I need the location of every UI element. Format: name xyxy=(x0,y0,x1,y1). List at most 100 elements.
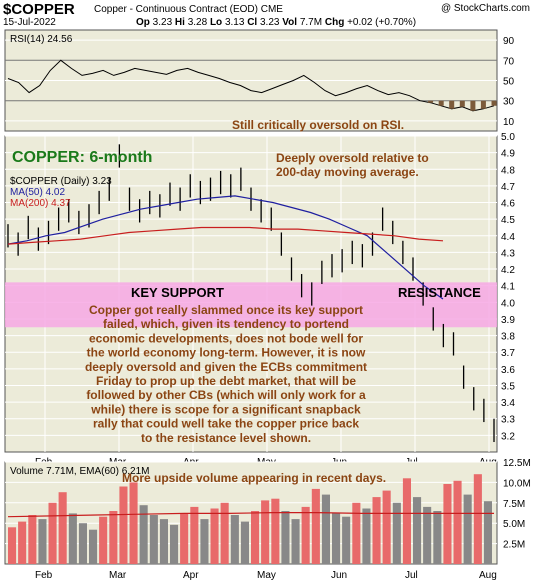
commentary-line: followed by other CBs (which will only w… xyxy=(86,388,366,402)
volume-bar xyxy=(139,505,148,564)
volume-bar xyxy=(109,511,118,564)
volume-bar xyxy=(382,490,391,564)
volume-bar xyxy=(18,521,27,564)
price-tick-label: 4.3 xyxy=(501,248,515,259)
volume-bar xyxy=(453,480,462,564)
site-credit: @ StockCharts.com xyxy=(440,3,530,14)
volume-bar xyxy=(78,523,87,564)
rsi-tick-label: 70 xyxy=(503,56,515,67)
volume-bar xyxy=(281,511,290,564)
key-support-label: KEY SUPPORT xyxy=(131,285,224,300)
volume-bar xyxy=(372,497,381,564)
volume-bar xyxy=(200,519,209,564)
volume-bar xyxy=(463,494,472,564)
volume-bar xyxy=(119,486,128,564)
volume-bar xyxy=(362,508,371,564)
volume-tick-label: 12.5M xyxy=(503,458,531,469)
support-resistance-band xyxy=(5,282,497,328)
price-tick-label: 4.6 xyxy=(501,199,515,210)
price-tick-label: 4.9 xyxy=(501,149,515,160)
chart-header: $COPPER Copper - Continuous Contract (EO… xyxy=(0,0,536,28)
commentary-line: rally that could well take the copper pr… xyxy=(93,417,359,431)
commentary-line: deeply oversold and given the ECBs commi… xyxy=(85,360,367,374)
ma50-legend: MA(50) 4.02 xyxy=(10,187,65,198)
volume-bar xyxy=(433,511,442,564)
volume-tick-label: 2.5M xyxy=(503,540,525,551)
rsi-annotation: Still critically oversold on RSI. xyxy=(232,118,404,132)
commentary-line: the world economy long-term. However, it… xyxy=(87,346,366,360)
price-tick-label: 4.8 xyxy=(501,165,515,176)
volume-month-label: May xyxy=(257,570,276,581)
price-tick-label: 3.2 xyxy=(501,431,515,442)
volume-tick-label: 7.5M xyxy=(503,499,525,510)
resistance-label: RESISTANCE xyxy=(398,285,481,300)
price-tick-label: 4.1 xyxy=(501,282,515,293)
volume-bar xyxy=(291,519,300,564)
commentary-line: failed, which, given its tendency to por… xyxy=(103,317,349,331)
volume-bar xyxy=(210,508,219,564)
quote-date: 15-Jul-2022 xyxy=(3,17,56,28)
instrument-name: Copper - Continuous Contract (EOD) CME xyxy=(94,4,283,15)
commentary-line: economic developments, does not bode wel… xyxy=(89,331,363,345)
volume-bar xyxy=(251,511,260,564)
volume-bar xyxy=(473,474,482,564)
rsi-tick-label: 30 xyxy=(503,97,515,108)
price-tick-label: 4.0 xyxy=(501,298,515,309)
volume-bar xyxy=(321,494,330,564)
volume-bar xyxy=(342,516,351,564)
volume-ema-line xyxy=(7,512,494,518)
ma-annotation-line: 200-day moving average. xyxy=(276,165,419,179)
volume-month-label: Mar xyxy=(109,570,127,581)
price-tick-label: 5.0 xyxy=(501,132,515,143)
volume-month-label: Feb xyxy=(35,570,53,581)
volume-bar xyxy=(443,484,452,564)
volume-bar xyxy=(129,482,138,564)
ohlc-readout: Op 3.23 Hi 3.28 Lo 3.13 Cl 3.23 Vol 7.7M… xyxy=(136,17,417,28)
volume-month-label: Jun xyxy=(331,570,347,581)
price-tick-label: 3.5 xyxy=(501,381,515,392)
volume-bar xyxy=(423,506,432,564)
volume-bar xyxy=(392,502,401,564)
ma50-line xyxy=(7,195,444,300)
ma200-legend: MA(200) 4.37 xyxy=(10,198,71,209)
volume-tick-label: 10.0M xyxy=(503,478,531,489)
volume-tick-label: 5.0M xyxy=(503,519,525,530)
volume-bar xyxy=(261,500,270,564)
price-tick-label: 4.4 xyxy=(501,232,515,243)
volume-bar xyxy=(68,513,77,564)
volume-bar xyxy=(230,515,239,564)
price-tick-label: 4.5 xyxy=(501,215,515,226)
volume-bar xyxy=(180,513,189,564)
volume-bar xyxy=(402,478,411,564)
volume-legend: Volume 7.71M, EMA(60) 6.21M xyxy=(10,466,150,477)
volume-bar xyxy=(8,527,17,564)
volume-bar xyxy=(352,502,361,564)
volume-bar xyxy=(220,502,229,564)
price-tick-label: 3.8 xyxy=(501,332,515,343)
volume-bar xyxy=(483,501,492,564)
commentary-line: while) there is scope for a significant … xyxy=(90,402,361,416)
price-tick-label: 3.7 xyxy=(501,348,515,359)
rsi-legend: RSI(14) 24.56 xyxy=(10,34,73,45)
commentary-line: to the resistance level shown. xyxy=(141,431,311,445)
volume-annotation: More upside volume appearing in recent d… xyxy=(122,471,386,485)
commentary-line: Friday to prop up the debt market, that … xyxy=(96,374,356,388)
volume-bar xyxy=(332,513,341,564)
rsi-oversold-fill xyxy=(428,100,497,111)
rsi-tick-label: 10 xyxy=(503,117,515,128)
volume-bar xyxy=(48,502,57,564)
volume-bar xyxy=(58,492,67,564)
price-legend: $COPPER (Daily) 3.23 xyxy=(10,176,112,187)
volume-bar xyxy=(311,488,320,564)
volume-bar xyxy=(28,515,37,564)
volume-month-label: Apr xyxy=(183,570,199,581)
price-tick-label: 3.4 xyxy=(501,398,515,409)
price-tick-label: 3.6 xyxy=(501,365,515,376)
volume-bar xyxy=(413,497,422,564)
volume-bar xyxy=(301,506,310,564)
volume-bar xyxy=(170,524,179,564)
volume-bar xyxy=(159,519,168,564)
price-tick-label: 4.7 xyxy=(501,182,515,193)
price-tick-label: 3.3 xyxy=(501,415,515,426)
